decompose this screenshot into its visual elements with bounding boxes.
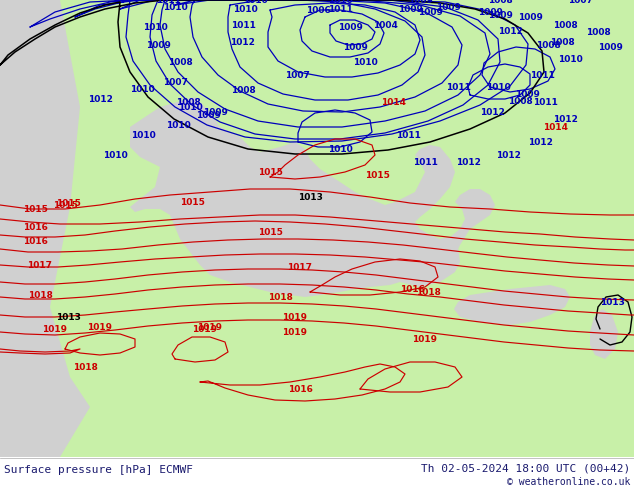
Text: 1004: 1004 [373,21,398,29]
Text: 1014: 1014 [543,122,569,131]
Text: 1018: 1018 [72,363,98,371]
Text: 1013: 1013 [297,193,323,201]
Text: 1013: 1013 [600,297,624,307]
Text: 1008: 1008 [231,85,256,95]
Text: 1009: 1009 [418,7,443,17]
Text: 1007: 1007 [162,77,188,87]
Text: 1011: 1011 [231,21,256,29]
Text: 1019: 1019 [87,322,112,332]
Text: 1019: 1019 [198,322,223,332]
Text: 1018: 1018 [268,293,292,301]
Text: 1015: 1015 [257,227,282,237]
Polygon shape [0,457,634,490]
Text: 1019: 1019 [193,324,217,334]
Text: 1015: 1015 [179,197,204,206]
Text: 1018: 1018 [415,288,441,296]
Text: 1009: 1009 [436,2,460,11]
Text: 1009: 1009 [146,41,171,49]
Text: 1015: 1015 [53,200,77,210]
Text: 1007: 1007 [567,0,592,4]
Text: 1012: 1012 [498,26,522,35]
Text: 1012: 1012 [456,157,481,167]
Text: 1012: 1012 [527,138,552,147]
Text: 1016: 1016 [288,385,313,393]
Text: 1010: 1010 [163,2,188,11]
Text: 1012: 1012 [479,107,505,117]
Text: 1012: 1012 [496,150,521,160]
Text: 1019: 1019 [413,335,437,343]
Text: 1008: 1008 [176,98,200,106]
Text: 1010: 1010 [328,145,353,153]
Text: 1010: 1010 [129,84,154,94]
Text: Th 02-05-2024 18:00 UTC (00+42): Th 02-05-2024 18:00 UTC (00+42) [421,463,630,473]
Text: 1019: 1019 [283,313,307,321]
Text: 1010: 1010 [558,54,583,64]
Text: 1011: 1011 [328,4,353,14]
Text: 1008: 1008 [536,41,560,49]
Text: 1009: 1009 [408,0,432,4]
Text: 1010: 1010 [103,150,127,160]
Text: © weatheronline.co.uk: © weatheronline.co.uk [507,477,630,487]
Text: 1011: 1011 [413,157,437,167]
Text: 1008: 1008 [553,21,578,29]
Text: 1010: 1010 [328,0,353,4]
Text: 1011: 1011 [533,98,557,106]
Text: 1009: 1009 [488,10,512,20]
Text: 1008: 1008 [167,57,192,67]
Text: 1019: 1019 [283,327,307,337]
Text: 1008: 1008 [508,97,533,105]
Text: 1009: 1009 [477,7,502,17]
Text: 1012: 1012 [87,95,112,103]
Text: 1015: 1015 [23,204,48,214]
Text: 1010: 1010 [486,82,510,92]
Text: 1009: 1009 [342,43,368,51]
Text: 1013: 1013 [56,313,81,321]
Text: 1008: 1008 [488,0,512,4]
Text: 1019: 1019 [42,324,67,334]
Text: 1009: 1009 [195,111,221,120]
Text: Surface pressure [hPa] ECMWF: Surface pressure [hPa] ECMWF [4,465,193,475]
Text: 1009: 1009 [337,23,363,31]
Text: 1009: 1009 [515,90,540,98]
Text: 1012: 1012 [553,115,578,123]
Text: 1015: 1015 [56,198,81,207]
Text: 1016: 1016 [399,285,424,294]
Text: 1010: 1010 [131,130,155,140]
Text: 1018: 1018 [27,291,53,299]
Text: 1014: 1014 [382,98,406,106]
Text: 1015: 1015 [365,171,389,179]
Text: 1011: 1011 [446,82,470,92]
Text: 1011: 1011 [396,130,420,140]
Text: 1009: 1009 [398,4,422,14]
Text: 1009: 1009 [202,107,228,117]
Text: 1015: 1015 [257,168,282,176]
Text: 1010: 1010 [233,4,257,14]
Text: 1017: 1017 [27,261,53,270]
Text: 1008: 1008 [550,38,574,47]
Text: 1016: 1016 [23,237,48,245]
Text: 1011: 1011 [529,71,555,79]
Text: 1010: 1010 [143,23,167,31]
Text: 1009: 1009 [598,43,623,51]
Text: 1016: 1016 [23,222,48,231]
Text: 1010: 1010 [178,102,202,112]
Polygon shape [0,0,634,457]
Text: 1010: 1010 [353,57,377,67]
Text: 1007: 1007 [285,71,309,79]
Text: 1010: 1010 [243,0,268,4]
Text: 1006: 1006 [306,5,330,15]
Text: 1011: 1011 [155,0,181,4]
Text: 1008: 1008 [586,27,611,36]
Text: 1012: 1012 [230,38,254,47]
Text: 1017: 1017 [287,263,313,271]
Text: 1010: 1010 [165,121,190,129]
Text: 1009: 1009 [517,13,543,22]
